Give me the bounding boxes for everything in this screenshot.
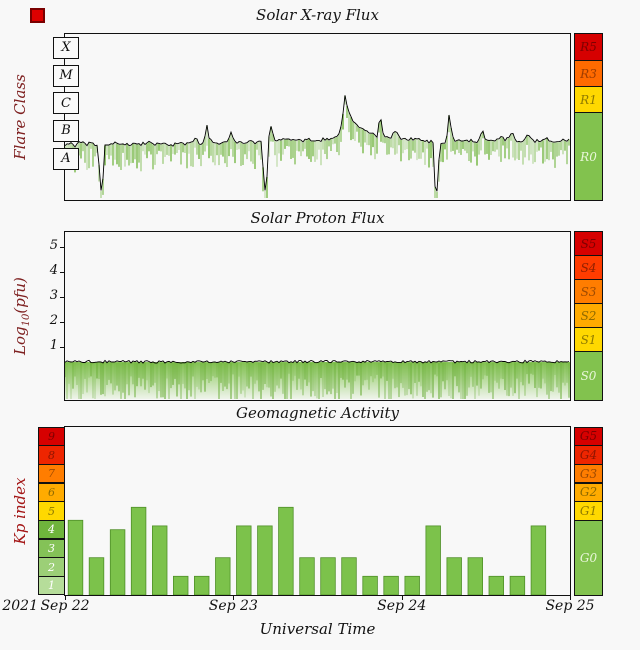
r-scale-R0: R0 (574, 112, 603, 201)
kp-axis-box-6: 6 (38, 482, 65, 503)
proton-plot-area (64, 231, 571, 401)
xray-chart (65, 95, 570, 198)
g-scale-G0: G0 (574, 519, 603, 596)
proton-ytick-mark (60, 272, 65, 273)
g-scale-G2: G2 (574, 482, 603, 503)
red-status-marker-icon (30, 8, 45, 23)
kp-axis-box-8: 8 (38, 445, 65, 465)
x-axis-year-label: 2021 (2, 598, 38, 614)
proton-panel-title: Solar Proton Flux (250, 209, 385, 227)
proton-ytick-mark (60, 347, 65, 348)
proton-ytick-2: 2 (49, 313, 58, 328)
xray-plot-area (64, 33, 571, 201)
x-axis-tick-sep-23: Sep 23 (208, 598, 258, 614)
xray-y-axis-label: Flare Class (11, 74, 29, 160)
g-scale-G3: G3 (574, 463, 603, 484)
kp-axis-box-4: 4 (38, 519, 65, 540)
g-scale-G1: G1 (574, 501, 603, 521)
x-axis-tick-sep-24: Sep 24 (377, 598, 427, 614)
kp-plot-area (64, 426, 571, 596)
r-scale-R3: R3 (574, 60, 603, 87)
proton-ytick-3: 3 (49, 288, 58, 303)
s-scale-S1: S1 (574, 327, 603, 352)
s-scale-S2: S2 (574, 303, 603, 328)
kp-axis-box-3: 3 (38, 538, 65, 559)
proton-y-axis-label: Log10(pfu) (11, 246, 32, 386)
x-axis-tick-sep-25: Sep 25 (545, 598, 595, 614)
xray-class-tick-X: X (53, 36, 79, 59)
proton-ytick-mark (60, 322, 65, 323)
proton-chart (65, 359, 570, 399)
x-axis-tick-mark (233, 596, 235, 600)
r-scale-R1: R1 (574, 86, 603, 113)
x-axis-tick-mark (570, 596, 571, 600)
proton-ytick-1: 1 (49, 338, 58, 353)
s-scale-S0: S0 (574, 351, 603, 401)
s-scale-S5: S5 (574, 231, 603, 256)
proton-ytick-mark (60, 297, 65, 298)
geomag-panel-title: Geomagnetic Activity (235, 404, 400, 422)
kp-bar-chart (67, 506, 547, 595)
kp-axis-box-9: 9 (38, 426, 65, 447)
s-scale-S3: S3 (574, 279, 603, 304)
r-scale-R5: R5 (574, 33, 603, 61)
xray-class-tick-B: B (53, 119, 79, 142)
s-scale-S4: S4 (574, 255, 603, 280)
xray-class-tick-A: A (53, 147, 79, 170)
kp-axis-box-2: 2 (38, 557, 65, 577)
kp-axis-box-7: 7 (38, 463, 65, 484)
proton-ytick-mark (60, 247, 65, 248)
xray-panel-title: Solar X-ray Flux (256, 6, 379, 24)
kp-axis-box-1: 1 (38, 575, 65, 596)
proton-ytick-4: 4 (49, 263, 58, 278)
proton-ylabel-sub: 10 (21, 313, 32, 327)
x-axis-title: Universal Time (259, 620, 376, 638)
proton-ytick-5: 5 (49, 238, 58, 253)
proton-ylabel-pre: Log (11, 326, 29, 355)
kp-axis-box-5: 5 (38, 501, 65, 521)
g-scale-G5: G5 (574, 426, 603, 447)
xray-class-tick-C: C (53, 92, 79, 115)
kp-y-axis-label: Kp index (11, 477, 29, 545)
x-axis-tick-mark (401, 596, 403, 600)
xray-class-tick-M: M (53, 64, 79, 87)
x-axis-tick-sep-22: Sep 22 (40, 598, 90, 614)
g-scale-G4: G4 (574, 445, 603, 465)
x-axis-tick-mark (65, 596, 66, 600)
proton-ylabel-post: (pfu) (11, 277, 29, 314)
